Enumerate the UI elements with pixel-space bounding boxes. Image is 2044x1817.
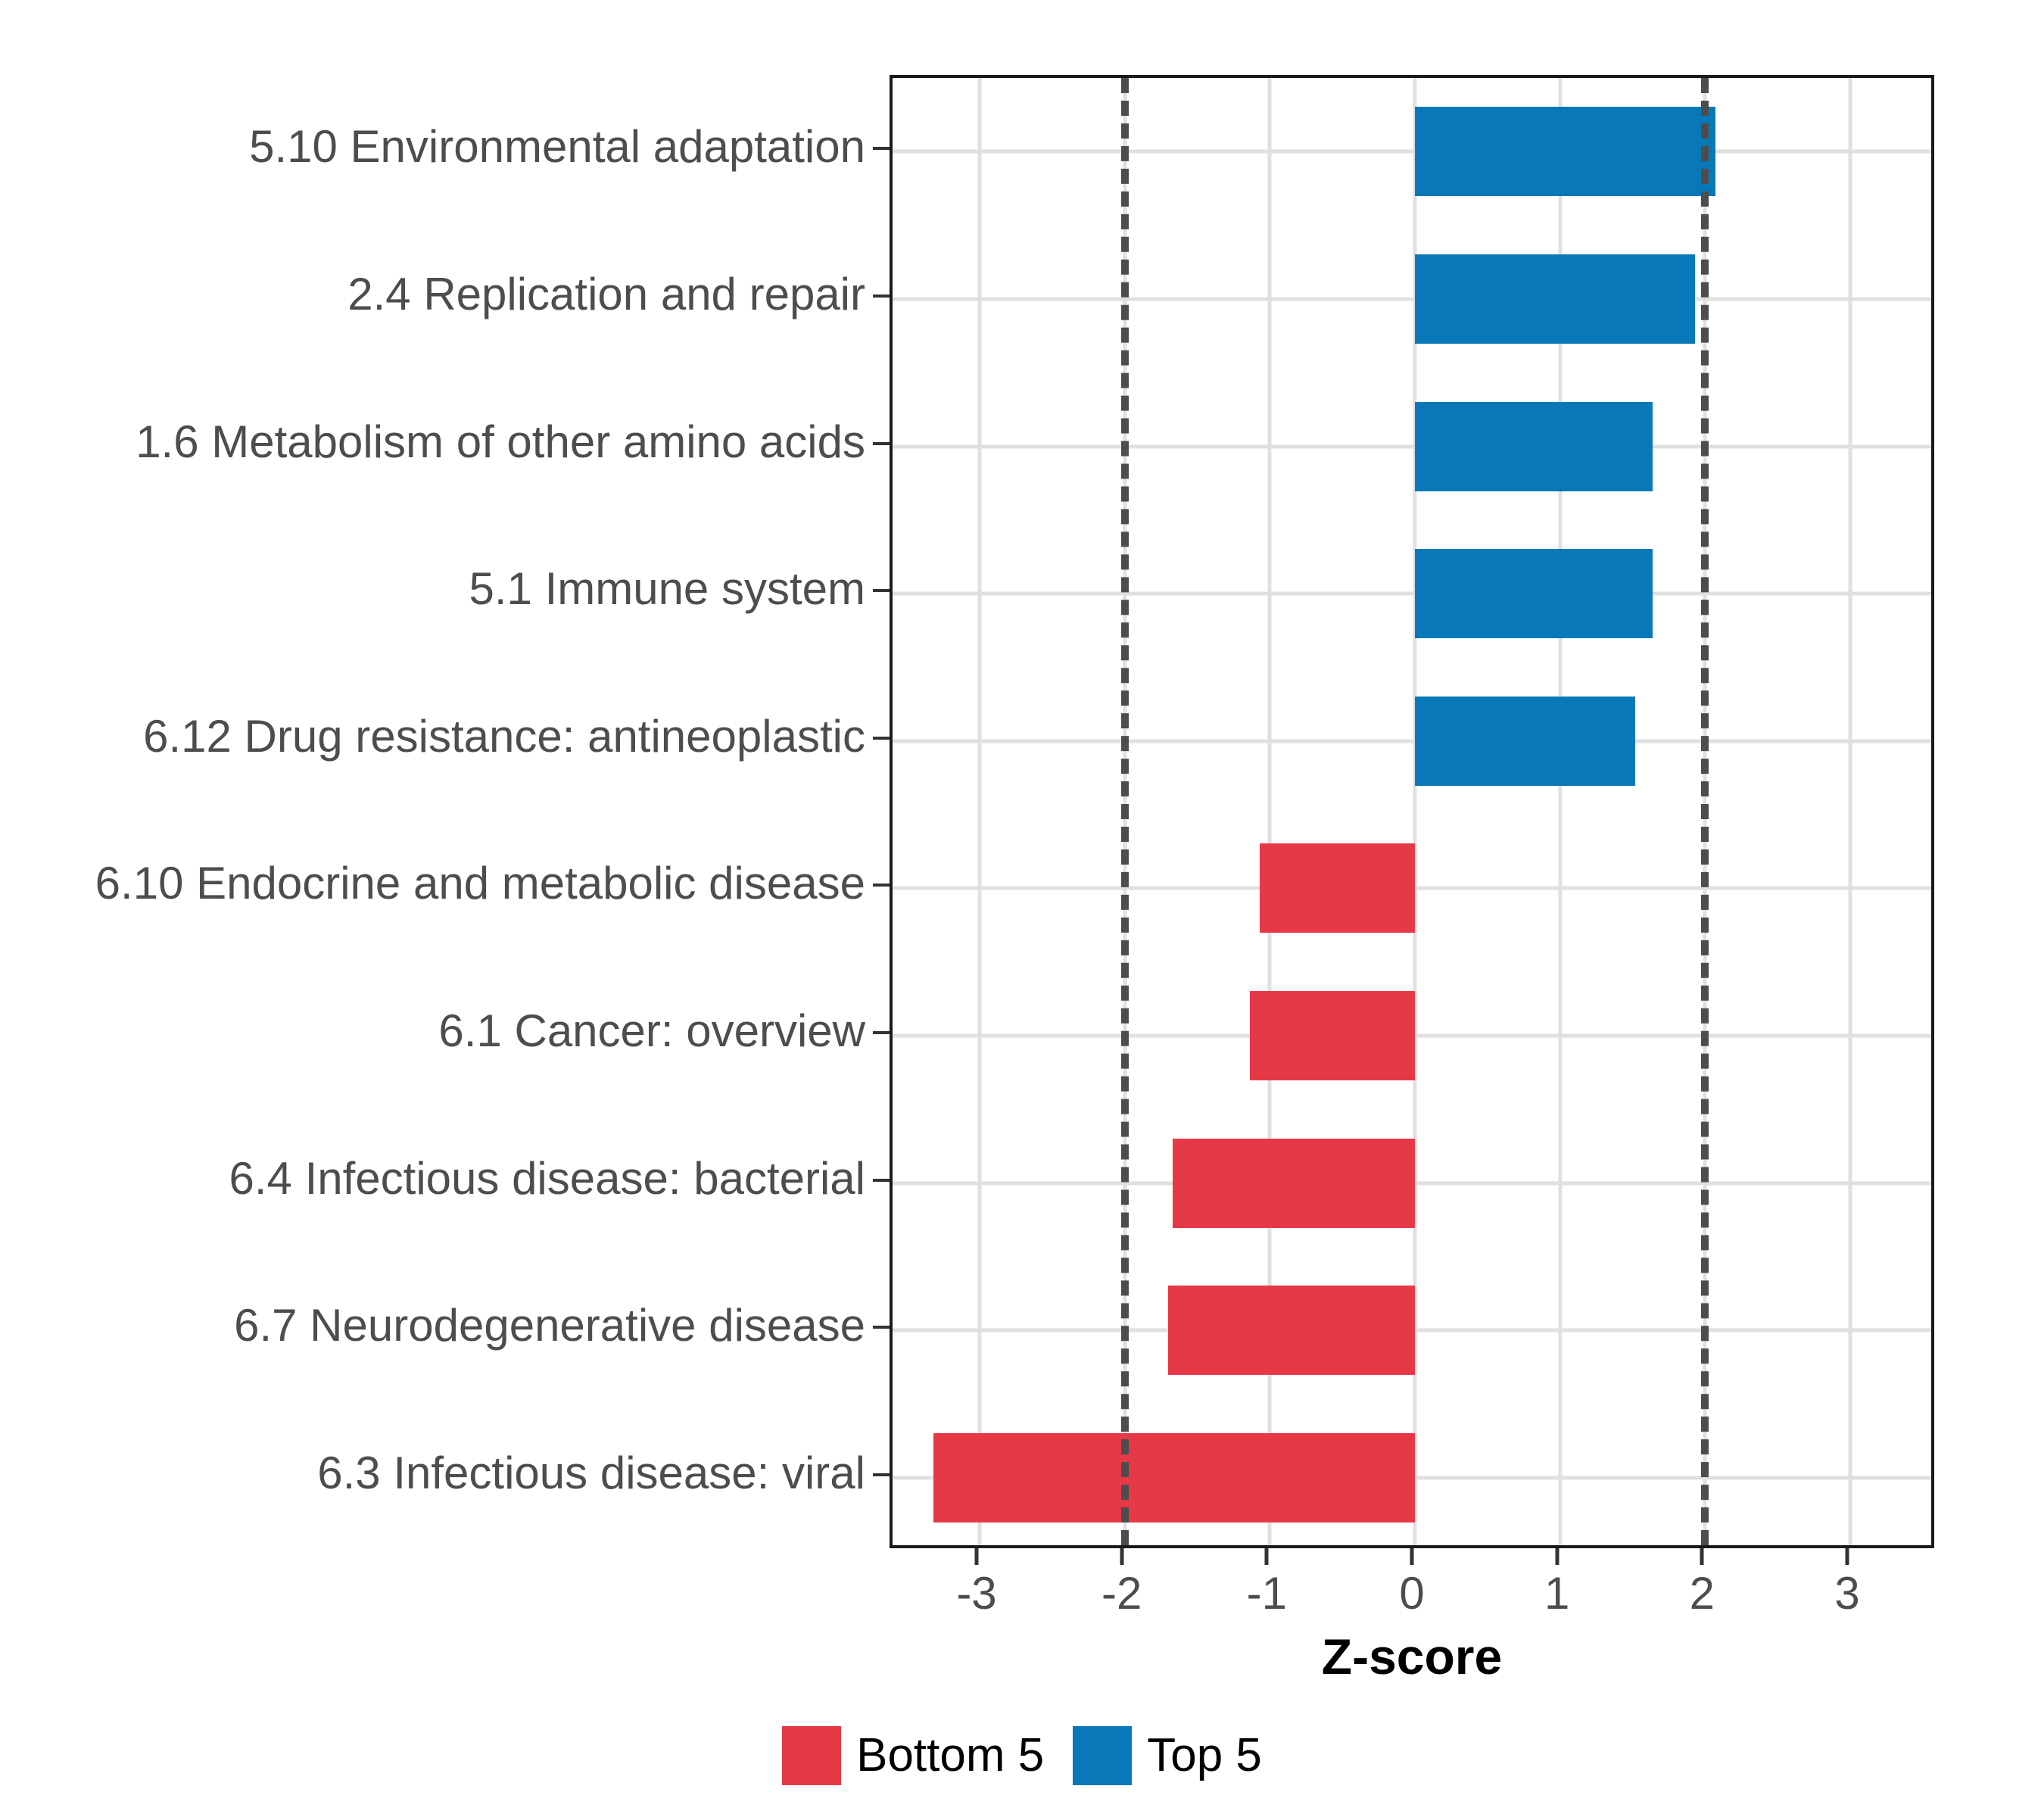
y-axis-tick-label: 5.10 Environmental adaptation xyxy=(249,121,865,173)
x-axis-tick-label: 0 xyxy=(1399,1568,1425,1619)
x-axis-tick-mark xyxy=(1700,1548,1704,1565)
y-axis-tick-label: 1.6 Metabolism of other amino acids xyxy=(136,416,865,467)
x-axis-tick-mark xyxy=(1120,1548,1124,1565)
y-axis-tick-label: 6.1 Cancer: overview xyxy=(438,1005,865,1056)
y-axis-tick-mark xyxy=(873,441,890,445)
horizontal-gridline xyxy=(893,591,1931,596)
x-axis-tick-label: -3 xyxy=(956,1568,997,1619)
y-axis-tick-label: 6.12 Drug resistance: antineoplastic xyxy=(143,710,865,762)
bar xyxy=(1415,696,1636,786)
y-axis-tick-label: 5.1 Immune system xyxy=(469,563,865,615)
vertical-gridline xyxy=(1848,78,1852,1545)
y-axis-tick-mark xyxy=(873,884,890,887)
vertical-gridline xyxy=(977,78,982,1545)
y-axis-tick-mark xyxy=(873,294,890,298)
x-axis-tick-label: 2 xyxy=(1689,1568,1715,1619)
y-axis-tick-label: 2.4 Replication and repair xyxy=(347,268,865,319)
legend-swatch-icon xyxy=(782,1726,842,1785)
y-axis-tick-label: 6.4 Infectious disease: bacterial xyxy=(229,1152,866,1204)
y-axis-tick-label: 6.3 Infectious disease: viral xyxy=(317,1447,865,1498)
y-axis-tick-mark xyxy=(873,1326,890,1329)
x-axis-tick-mark xyxy=(1555,1548,1559,1565)
bar xyxy=(1415,549,1653,639)
bar xyxy=(1249,990,1415,1080)
y-axis-tick-mark xyxy=(873,1030,890,1034)
plot-panel xyxy=(890,75,1934,1548)
horizontal-gridline xyxy=(893,444,1931,448)
x-axis-tick-mark xyxy=(1845,1548,1849,1565)
y-axis-tick-mark xyxy=(873,1178,890,1182)
x-axis-tick-label: 1 xyxy=(1544,1568,1570,1619)
legend-label: Top 5 xyxy=(1147,1729,1262,1781)
bar xyxy=(933,1432,1415,1522)
bar xyxy=(1168,1286,1415,1376)
y-axis-tick-mark xyxy=(873,736,890,740)
x-axis-tick-label: 3 xyxy=(1834,1568,1860,1619)
horizontal-gridline xyxy=(893,149,1931,154)
y-axis-tick-mark xyxy=(873,147,890,151)
vertical-gridline xyxy=(1413,78,1417,1545)
x-axis-tick-mark xyxy=(1264,1548,1269,1565)
x-axis-tick-mark xyxy=(1410,1548,1414,1565)
x-axis: -3 -2 -1 0 1 2 3 xyxy=(890,1548,1934,1700)
x-axis-tick-label: -1 xyxy=(1246,1568,1288,1619)
horizontal-gridline xyxy=(893,297,1931,301)
x-axis-title: Z-score xyxy=(1321,1628,1503,1685)
threshold-line xyxy=(1701,78,1709,1545)
legend-item[interactable]: Bottom 5 xyxy=(782,1726,1044,1785)
legend-label: Bottom 5 xyxy=(856,1729,1045,1781)
bar xyxy=(1415,107,1715,197)
bar xyxy=(1172,1138,1415,1228)
y-axis-tick-mark xyxy=(873,1473,890,1476)
chart-legend: Bottom 5 Top 5 xyxy=(0,1726,2044,1785)
bar xyxy=(1415,401,1653,491)
y-axis-tick-label: 6.7 Neurodegenerative disease xyxy=(234,1300,865,1351)
plot-area xyxy=(893,78,1931,1545)
legend-item[interactable]: Top 5 xyxy=(1073,1726,1262,1785)
vertical-gridline xyxy=(1558,78,1563,1545)
horizontal-gridline xyxy=(893,739,1931,743)
y-axis-tick-mark xyxy=(873,589,890,593)
y-axis-labels: 5.10 Environmental adaptation 2.4 Replica… xyxy=(0,75,890,1548)
threshold-line xyxy=(1120,78,1129,1545)
y-axis-tick-label: 6.10 Endocrine and metabolic disease xyxy=(95,858,865,909)
x-axis-tick-mark xyxy=(974,1548,979,1565)
vertical-gridline xyxy=(1267,78,1272,1545)
legend-swatch-icon xyxy=(1073,1726,1133,1785)
x-axis-tick-label: -2 xyxy=(1101,1568,1142,1619)
bar xyxy=(1415,254,1695,344)
bar xyxy=(1259,843,1415,933)
